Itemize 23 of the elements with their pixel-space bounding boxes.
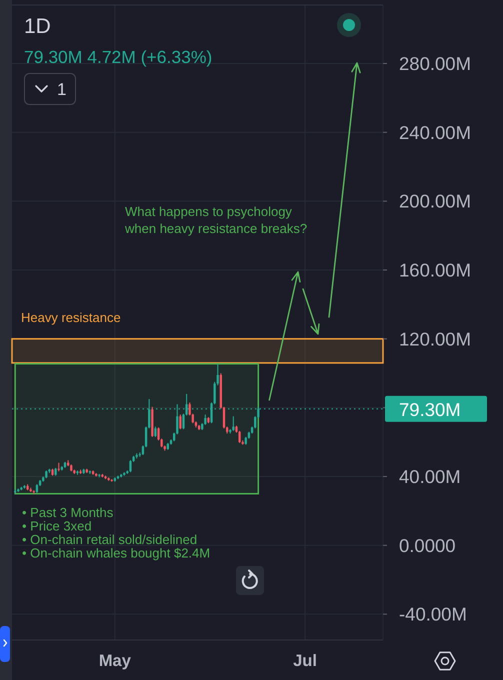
ref-line-label: 79.30M — [399, 398, 461, 420]
band-label: Heavy resistance — [21, 309, 121, 324]
annotation: • Price 3xed — [22, 518, 92, 534]
annotation: 1 — [57, 80, 66, 98]
y-tick-label: -40.00M — [399, 604, 467, 625]
text: 79.30M 4.72M (+6.33%) — [24, 47, 212, 67]
y-tick-label: 200.00M — [399, 190, 471, 212]
x-tick-label: May — [98, 652, 132, 670]
candlestick — [129, 460, 132, 473]
y-tick-label: 40.00M — [399, 466, 461, 488]
y-tick-label: 120.00M — [399, 328, 471, 350]
candlestick — [232, 416, 234, 432]
annotation: • On-chain retail sold/sidelined — [22, 532, 198, 547]
annotation: What happens to psychology when heavy resistance breaks? — [124, 204, 308, 236]
y-tick-label: 160.00M — [399, 260, 471, 281]
y-tick-label: 240.00M — [399, 122, 471, 143]
y-tick-label: 0.0000 — [399, 534, 456, 556]
y-tick-label: 280.00M — [399, 53, 471, 74]
x-tick-label: Jul — [293, 652, 317, 670]
chart-title: 1D — [24, 14, 51, 38]
candlestick — [179, 414, 182, 430]
annotation: • Past 3 Months — [22, 504, 114, 520]
annotation: • On-chain whales bought $2.4M — [22, 545, 210, 560]
